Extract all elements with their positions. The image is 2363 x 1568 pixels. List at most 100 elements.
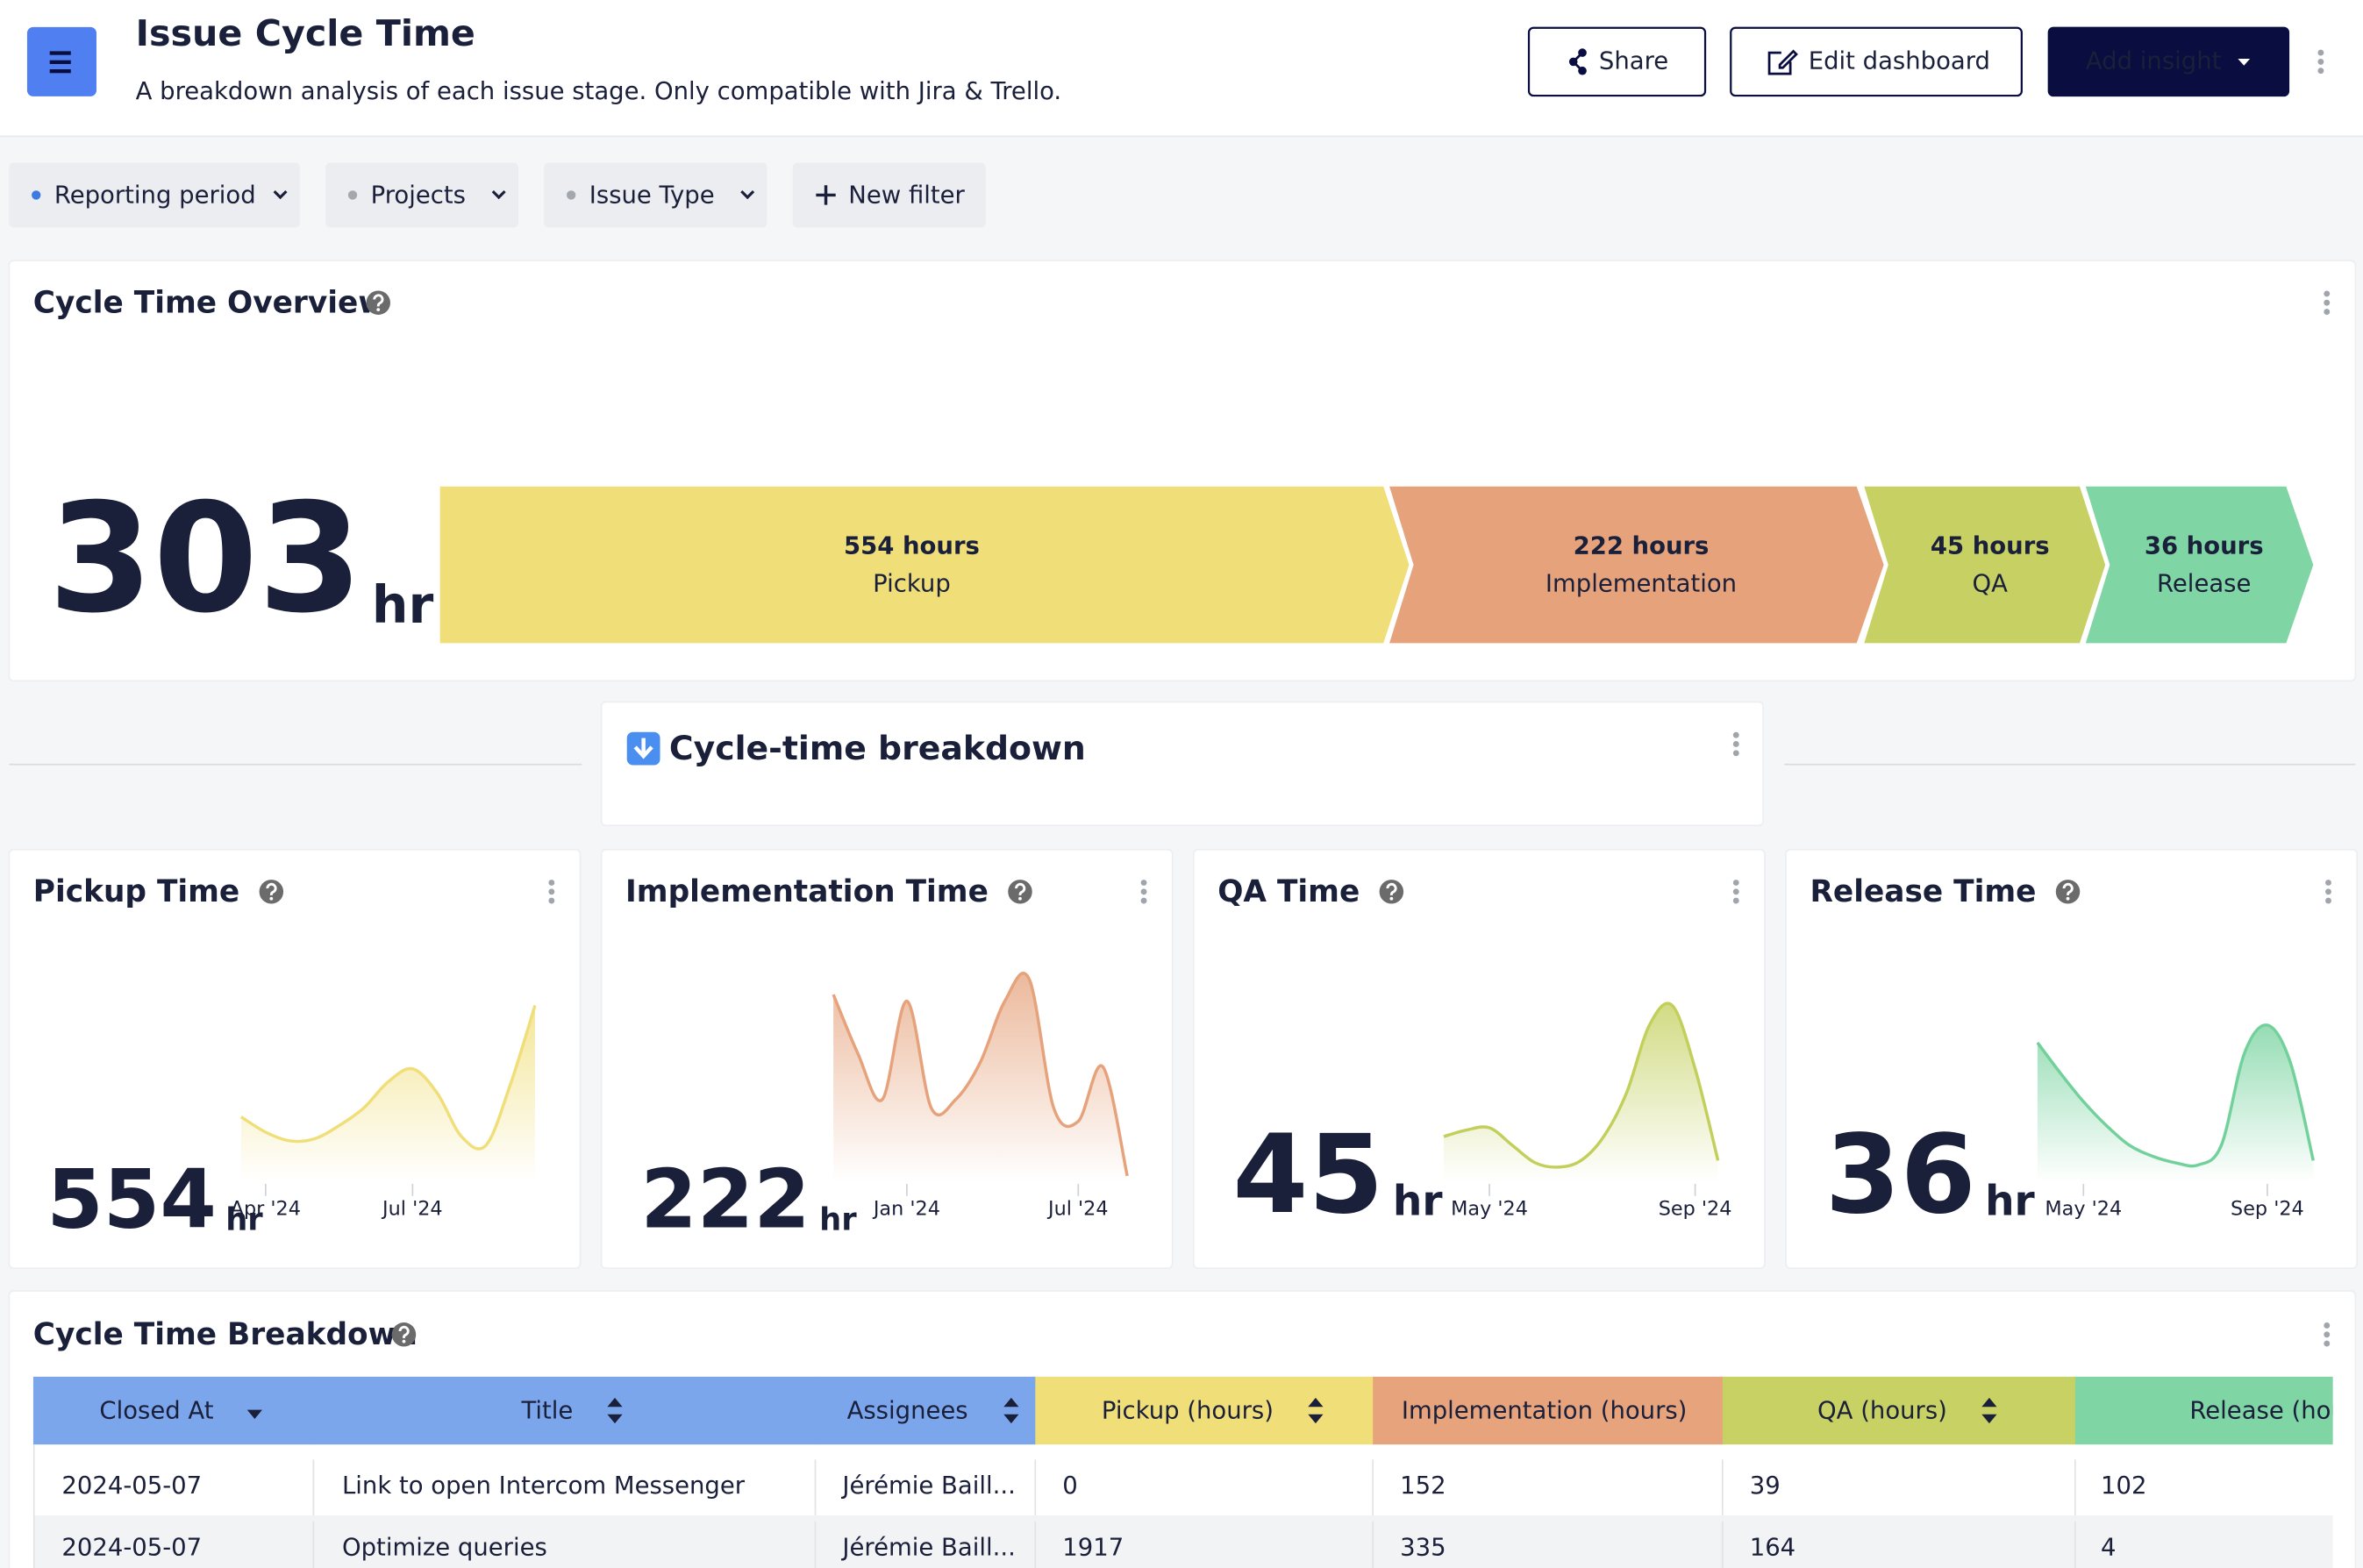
menu-dot: [2317, 50, 2324, 56]
column-header: Pickup (hours): [1102, 1396, 1274, 1424]
x-tick-label: May '24: [2045, 1198, 2122, 1221]
metric-total: 36: [1825, 1112, 1976, 1238]
menu-dot: [1733, 732, 1739, 738]
help-icon[interactable]: [1380, 880, 1403, 903]
help-dot: [1389, 897, 1393, 901]
table: Closed At Title Assignees Pickup (hours) Imp…: [33, 1377, 2363, 1568]
section-title: Cycle-time breakdown: [669, 729, 1086, 767]
help-icon[interactable]: [2056, 880, 2080, 903]
metric-total: 222: [640, 1151, 810, 1246]
share-node: [1569, 58, 1578, 67]
filter-label: New filter: [848, 181, 965, 209]
button-label: Edit dashboard: [1809, 46, 1990, 75]
filter-chip[interactable]: Issue Type: [544, 162, 767, 227]
help-icon[interactable]: [1008, 880, 1032, 903]
stage-name: Pickup: [873, 569, 951, 597]
menu-button[interactable]: [2324, 1322, 2330, 1346]
button[interactable]: Share: [1529, 28, 1705, 96]
chip-dot: [348, 190, 357, 199]
menu-dot: [1733, 741, 1739, 747]
card-title: Cycle Time Breakdown: [33, 1317, 418, 1352]
help-icon[interactable]: [260, 880, 283, 903]
metric-unit: hr: [1985, 1178, 2035, 1226]
stage-segment: [1864, 487, 2105, 644]
menu-dot: [548, 880, 554, 886]
table-cell: 4: [2101, 1534, 2116, 1562]
table-cell: Optimize queries: [342, 1534, 547, 1562]
menu-dot: [1733, 880, 1739, 886]
stage-name: QA: [1973, 569, 2009, 597]
menu-button[interactable]: [1733, 732, 1739, 756]
stage-hours: 554 hours: [844, 531, 980, 559]
metric-unit: hr: [1393, 1178, 1443, 1226]
stage-hours: 45 hours: [1931, 531, 2050, 559]
overview-total: 303: [48, 471, 363, 646]
card-title: Pickup Time: [33, 874, 239, 909]
menu-dot: [2324, 1322, 2330, 1329]
page-title: Issue Cycle Time: [136, 12, 475, 54]
menu-button[interactable]: [1733, 880, 1739, 903]
stage-segment: [1389, 487, 1884, 644]
menu-dot: [1141, 888, 1147, 894]
help-dot: [403, 1340, 406, 1343]
menu-dot: [2324, 1331, 2330, 1337]
filter-chip[interactable]: Projects: [325, 162, 518, 227]
menu-dot: [1141, 898, 1147, 904]
card-title: Implementation Time: [625, 874, 989, 909]
help-dot: [1018, 897, 1022, 901]
filter-chip[interactable]: Reporting period: [9, 162, 300, 227]
column-header: Title: [520, 1396, 573, 1424]
table-cell: Jérémie Baill...: [840, 1534, 1015, 1562]
menu-dot: [2317, 59, 2324, 65]
help-icon[interactable]: [367, 290, 390, 314]
table-cell: 2024-05-07: [61, 1534, 202, 1562]
stage-segment: [440, 487, 1410, 644]
stage-segment: [2086, 487, 2313, 644]
menu-button[interactable]: [2325, 880, 2331, 903]
button[interactable]: Add insight: [2049, 28, 2288, 96]
column-header: Assignees: [847, 1396, 968, 1424]
column-header: QA (hours): [1817, 1396, 1947, 1424]
stage-hours: 36 hours: [2145, 531, 2264, 559]
menu-dot: [2325, 888, 2331, 894]
column-header: Implementation (hours): [1402, 1396, 1688, 1424]
metric-unit: hr: [819, 1202, 857, 1238]
menu-dot: [1733, 898, 1739, 904]
filter-label: Projects: [371, 181, 466, 209]
x-tick-label: Jan '24: [872, 1198, 940, 1221]
x-tick-label: Sep '24: [2231, 1198, 2304, 1221]
page-subtitle: A breakdown analysis of each issue stage…: [136, 77, 1062, 105]
stage-hours: 222 hours: [1574, 531, 1710, 559]
metric-total: 554: [46, 1151, 217, 1246]
button-label: Add insight: [2086, 46, 2222, 75]
menu-dot: [548, 888, 554, 894]
table-cell: 102: [2101, 1472, 2146, 1500]
table-cell: 2024-05-07: [61, 1472, 202, 1500]
table-cell: 152: [1400, 1472, 1446, 1500]
card-title: Cycle Time Overview: [33, 285, 386, 320]
table-cell: 39: [1750, 1472, 1781, 1500]
menu-button[interactable]: [2324, 290, 2330, 314]
share-node: [1578, 48, 1587, 57]
menu-button[interactable]: [548, 880, 554, 903]
button[interactable]: Edit dashboard: [1731, 28, 2022, 96]
menu-dot: [1141, 880, 1147, 886]
overview-unit: hr: [372, 575, 434, 635]
menu-dot: [1733, 888, 1739, 894]
menu-button[interactable]: [2317, 50, 2324, 74]
menu-dot: [2324, 309, 2330, 315]
logo: [27, 27, 96, 96]
table-cell: Link to open Intercom Messenger: [342, 1472, 746, 1500]
menu-dot: [2324, 290, 2330, 296]
table-cell: 164: [1750, 1534, 1795, 1562]
x-tick-label: Jul '24: [381, 1198, 443, 1221]
x-tick-label: Jul '24: [1046, 1198, 1109, 1221]
metric-unit: hr: [225, 1202, 263, 1238]
help-icon[interactable]: [392, 1322, 416, 1346]
column-header: Closed At: [99, 1396, 213, 1424]
menu-button[interactable]: [1141, 880, 1147, 903]
filter-chip[interactable]: New filter: [793, 162, 986, 227]
menu-dot: [2325, 898, 2331, 904]
